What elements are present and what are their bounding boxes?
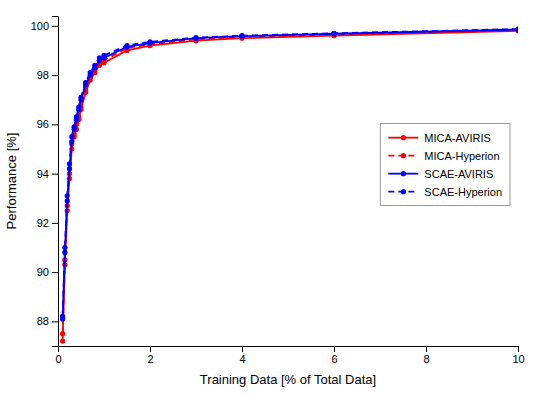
tick-label: 8	[423, 353, 429, 365]
tick-mark	[52, 75, 58, 76]
marker	[88, 70, 93, 75]
x-axis-title: Training Data [% of Total Data]	[200, 372, 376, 387]
tick: 90	[37, 266, 58, 278]
line	[63, 30, 518, 333]
legend: MICA-AVIRIS MICA-Hyperion SCAE-AVIRIS SCAE-…	[380, 124, 510, 206]
tick: 100	[31, 20, 58, 32]
tick-mark	[242, 346, 243, 352]
x-axis: 0 2 4 6 8 10	[55, 346, 524, 365]
axis-line	[59, 347, 519, 353]
legend-item: SCAE-AVIRIS	[388, 168, 493, 180]
legend-marker	[401, 135, 406, 140]
tick-mark	[518, 346, 519, 352]
marker	[193, 35, 198, 40]
marker	[515, 26, 518, 31]
marker	[97, 55, 102, 60]
axis-line	[52, 17, 59, 347]
legend-label: SCAE-Hyperion	[424, 186, 502, 198]
marker	[92, 63, 97, 68]
plot-area: 0 2 4 6 8 10 88 90 92 94 96 98 100 Training Data [% o…	[4, 17, 525, 388]
marker	[83, 80, 88, 85]
tick: 92	[37, 217, 58, 229]
marker	[147, 39, 152, 44]
series	[60, 28, 518, 337]
tick-label: 10	[512, 353, 524, 365]
marker	[331, 31, 336, 36]
marker	[78, 95, 83, 100]
tick: 98	[37, 69, 58, 81]
marker	[101, 53, 106, 58]
tick-label: 98	[37, 69, 49, 81]
y-axis-title: Performance [%]	[4, 133, 19, 230]
tick-mark	[52, 26, 58, 27]
marker	[193, 36, 198, 41]
marker	[67, 166, 72, 171]
marker	[74, 114, 79, 119]
legend-frame	[380, 124, 510, 206]
marker	[76, 105, 81, 110]
tick-mark	[150, 346, 151, 352]
tick-mark	[52, 124, 58, 125]
tick: 88	[37, 315, 58, 327]
line	[63, 31, 518, 341]
y-axis: 88 90 92 94 96 98 100	[31, 17, 59, 347]
tick-label: 6	[331, 353, 337, 365]
tick-mark	[52, 174, 58, 175]
tick-label: 96	[37, 118, 49, 130]
marker	[60, 331, 65, 336]
marker	[515, 27, 518, 32]
series	[60, 28, 518, 343]
tick: 96	[37, 118, 58, 130]
tick-label: 88	[37, 315, 49, 327]
marker	[72, 124, 77, 129]
marker	[239, 34, 244, 39]
legend-item: MICA-AVIRIS	[388, 132, 490, 144]
legend-marker	[401, 189, 406, 194]
legend-label: MICA-AVIRIS	[424, 132, 490, 144]
tick-label: 100	[31, 20, 49, 32]
tick-mark	[426, 346, 427, 352]
marker	[124, 43, 129, 48]
line	[63, 29, 518, 316]
tick-mark	[52, 223, 58, 224]
legend-label: SCAE-AVIRIS	[424, 168, 493, 180]
legend-item: MICA-Hyperion	[388, 150, 499, 162]
marker	[239, 33, 244, 38]
tick-mark	[334, 346, 335, 352]
line	[63, 30, 518, 319]
tick: 6	[331, 346, 337, 365]
tick: 0	[55, 346, 61, 365]
legend-label: MICA-Hyperion	[424, 150, 499, 162]
tick: 8	[423, 346, 429, 365]
marker	[67, 161, 72, 166]
tick-mark	[52, 272, 58, 273]
series-group	[60, 26, 518, 343]
series	[60, 26, 518, 319]
tick-label: 4	[239, 353, 245, 365]
legend-marker	[401, 171, 406, 176]
tick: 10	[512, 346, 524, 365]
tick-label: 94	[37, 168, 49, 180]
marker	[62, 245, 67, 250]
tick-label: 92	[37, 217, 49, 229]
marker	[60, 314, 65, 319]
series	[60, 27, 518, 322]
marker	[69, 134, 74, 139]
marker	[65, 193, 70, 198]
tick: 4	[239, 346, 245, 365]
marker	[331, 31, 336, 36]
tick-label: 2	[147, 353, 153, 365]
legend-marker	[401, 153, 406, 158]
tick: 2	[147, 346, 153, 365]
legend-item: SCAE-Hyperion	[388, 186, 502, 198]
chart: 0 2 4 6 8 10 88 90 92 94 96 98 100 Training Data [% o…	[0, 0, 538, 394]
marker	[60, 338, 65, 343]
tick-label: 0	[55, 353, 61, 365]
tick-label: 90	[37, 266, 49, 278]
tick-mark	[52, 321, 58, 322]
tick: 94	[37, 168, 58, 180]
